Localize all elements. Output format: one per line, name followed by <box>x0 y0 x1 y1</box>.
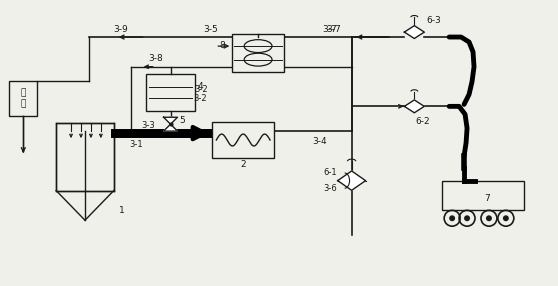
Text: 3-6: 3-6 <box>323 184 336 193</box>
Bar <box>9 81 37 116</box>
Text: 3-2: 3-2 <box>195 85 208 94</box>
Text: 3-9: 3-9 <box>113 25 128 34</box>
Text: 3-4: 3-4 <box>312 136 327 146</box>
Text: 6-3: 6-3 <box>427 16 441 25</box>
Polygon shape <box>338 171 365 190</box>
Text: 3-1: 3-1 <box>129 140 142 150</box>
Bar <box>213 122 274 158</box>
Bar <box>442 181 524 210</box>
Polygon shape <box>405 100 424 113</box>
Text: 1: 1 <box>119 206 124 215</box>
Text: 8: 8 <box>219 41 225 50</box>
Circle shape <box>486 215 492 221</box>
Text: 6-2: 6-2 <box>415 117 430 126</box>
Circle shape <box>503 215 509 221</box>
Text: 7: 7 <box>484 194 490 203</box>
Circle shape <box>464 215 470 221</box>
Bar <box>56 123 114 190</box>
Text: 2: 2 <box>240 160 246 169</box>
Text: 系
统: 系 统 <box>21 89 26 108</box>
Polygon shape <box>163 117 177 131</box>
Text: 3-3: 3-3 <box>142 121 156 130</box>
Text: 6-1: 6-1 <box>323 168 336 177</box>
Polygon shape <box>405 26 424 39</box>
Text: 3-8: 3-8 <box>148 54 163 63</box>
Text: 5: 5 <box>180 116 185 125</box>
Circle shape <box>449 215 455 221</box>
Text: 3-7: 3-7 <box>326 25 341 34</box>
Text: 3-2: 3-2 <box>194 94 207 103</box>
Bar <box>51 17 359 225</box>
Text: 3-5: 3-5 <box>203 25 218 34</box>
Bar <box>232 34 284 72</box>
Bar <box>146 74 195 111</box>
Text: 4: 4 <box>198 82 203 91</box>
Text: 3-7: 3-7 <box>323 25 337 34</box>
